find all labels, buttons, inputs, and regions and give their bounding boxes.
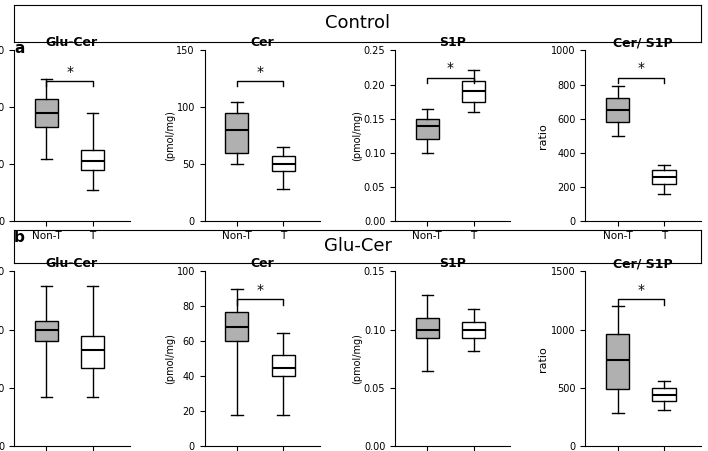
Title: S1P: S1P — [440, 257, 466, 270]
PathPatch shape — [606, 98, 629, 122]
Y-axis label: ratio: ratio — [538, 346, 549, 372]
Title: S1P: S1P — [440, 36, 466, 49]
PathPatch shape — [653, 170, 675, 184]
Text: *: * — [256, 283, 263, 297]
Title: Cer: Cer — [251, 257, 274, 270]
PathPatch shape — [272, 355, 295, 377]
PathPatch shape — [462, 81, 485, 101]
Text: *: * — [256, 64, 263, 78]
PathPatch shape — [272, 156, 295, 171]
PathPatch shape — [225, 113, 249, 153]
PathPatch shape — [416, 119, 439, 139]
Y-axis label: ratio: ratio — [539, 123, 549, 149]
PathPatch shape — [81, 150, 104, 170]
PathPatch shape — [462, 322, 485, 338]
Text: *: * — [66, 64, 73, 78]
Y-axis label: (pmol/mg): (pmol/mg) — [353, 110, 362, 161]
Title: Cer/ S1P: Cer/ S1P — [613, 257, 673, 270]
Y-axis label: (pmol/mg): (pmol/mg) — [165, 333, 175, 384]
Y-axis label: (pmol/mg): (pmol/mg) — [353, 333, 362, 384]
Y-axis label: (pmol/mg): (pmol/mg) — [165, 110, 175, 161]
Title: Cer: Cer — [251, 36, 274, 49]
Text: b: b — [14, 230, 25, 245]
Title: Glu-Cer: Glu-Cer — [46, 257, 98, 270]
PathPatch shape — [416, 318, 439, 338]
Title: Cer/ S1P: Cer/ S1P — [613, 36, 673, 49]
Text: *: * — [637, 283, 644, 297]
Text: a: a — [14, 41, 25, 55]
Text: Glu-Cer: Glu-Cer — [324, 237, 392, 255]
PathPatch shape — [35, 99, 58, 127]
Text: *: * — [447, 61, 454, 75]
PathPatch shape — [653, 387, 675, 401]
Text: *: * — [637, 61, 644, 75]
Title: Glu-Cer: Glu-Cer — [46, 36, 98, 49]
PathPatch shape — [35, 321, 58, 341]
PathPatch shape — [606, 334, 629, 389]
PathPatch shape — [225, 312, 249, 341]
Text: Control: Control — [325, 14, 390, 32]
PathPatch shape — [81, 336, 104, 368]
